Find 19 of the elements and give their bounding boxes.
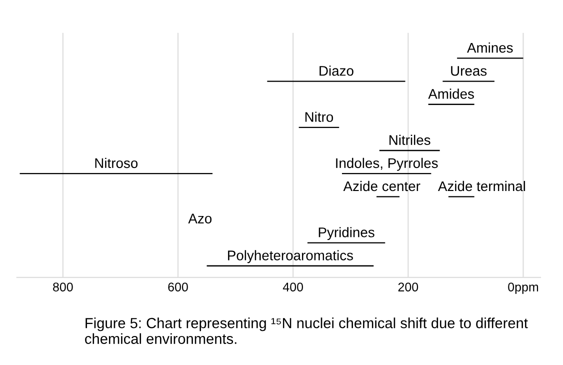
- series-label: Azide center: [343, 180, 420, 192]
- x-tick-label: 400: [282, 282, 304, 292]
- series-label: Diazo: [320, 66, 354, 76]
- series-label: Ureas: [451, 66, 487, 76]
- series-label: Pyridines: [318, 227, 374, 240]
- series-label: Azide terminal: [438, 180, 526, 192]
- series-label: Nitroso: [95, 158, 138, 168]
- series-label: Nitriles: [390, 134, 430, 145]
- series-label: Amines: [467, 42, 513, 53]
- series-label: Polyheteroaromatics: [228, 250, 353, 264]
- series-label: Indoles, Pyrroles: [336, 158, 438, 171]
- caption: Figure 5: Chart representing ¹⁵N nuclei chemical shift due to different chemical environments.: [85, 318, 528, 344]
- series-label: Amides: [428, 88, 474, 99]
- annotation: Azo: [188, 214, 212, 224]
- x-tick-label: 800: [53, 282, 73, 292]
- x-tick-label: 0ppm: [508, 282, 538, 294]
- series-label: Nitro: [305, 112, 334, 122]
- x-tick-label: 600: [168, 282, 188, 292]
- x-tick-label: 200: [398, 282, 418, 292]
